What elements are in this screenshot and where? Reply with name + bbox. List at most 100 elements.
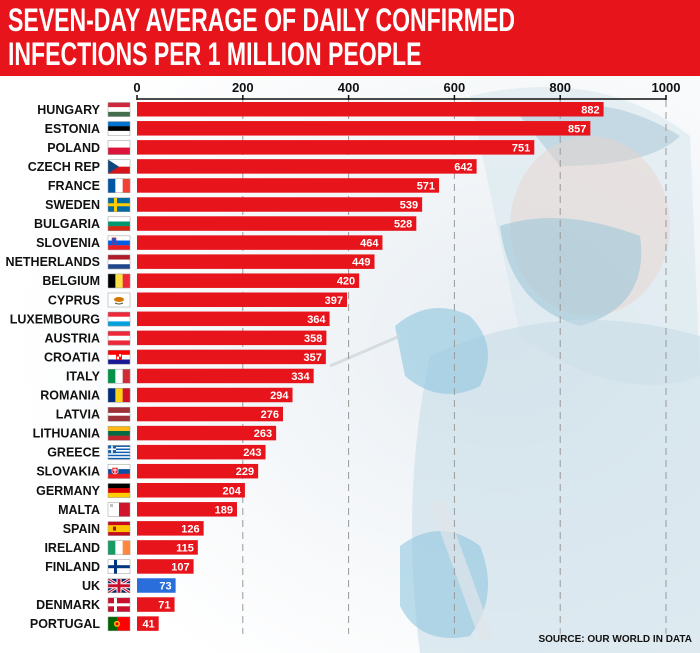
estonia-flag-icon xyxy=(107,121,131,136)
country-label-spain: SPAIN xyxy=(63,522,100,536)
x-tick-label-1000: 1000 xyxy=(652,80,681,95)
value-label-uk: 73 xyxy=(159,581,171,593)
country-labels: HUNGARY ESTONIA POLAND CZECH REP FRANCE SWEDE… xyxy=(6,103,101,631)
country-label-austria: AUSTRIA xyxy=(44,331,100,345)
country-label-uk: UK xyxy=(82,579,100,593)
value-label-ireland: 115 xyxy=(176,542,194,554)
value-label-czech-rep: 642 xyxy=(454,161,472,173)
title-banner: SEVEN-DAY AVERAGE OF DAILY CONFIRMED INF… xyxy=(0,0,700,76)
chart-title-line-1: SEVEN-DAY AVERAGE OF DAILY CONFIRMED xyxy=(8,2,515,38)
value-label-italy: 334 xyxy=(291,371,310,383)
italy-flag-icon xyxy=(107,368,131,384)
cyprus-flag-icon xyxy=(107,292,131,308)
country-label-romania: ROMANIA xyxy=(40,389,100,403)
czech-flag-icon xyxy=(107,159,131,174)
country-label-italy: ITALY xyxy=(66,369,101,383)
value-label-spain: 126 xyxy=(181,523,199,535)
bar-slovakia xyxy=(137,463,259,479)
uk-flag-icon xyxy=(107,577,131,595)
bar-greece xyxy=(137,444,266,460)
bar-luxembourg xyxy=(137,311,330,327)
value-label-hungary: 882 xyxy=(581,104,599,116)
bar-cyprus xyxy=(137,292,348,307)
ireland-flag-icon xyxy=(107,540,131,555)
bar-belgium xyxy=(137,273,360,288)
bar-finland xyxy=(137,559,194,574)
country-label-portugal: PORTUGAL xyxy=(30,617,101,631)
x-axis-ticks: 0 200 400 600 800 1000 xyxy=(133,80,680,100)
bar-romania xyxy=(137,387,293,403)
value-label-finland: 107 xyxy=(171,561,189,573)
portugal-flag-icon xyxy=(107,616,131,632)
country-label-ireland: IRELAND xyxy=(44,541,100,555)
austria-flag-icon xyxy=(107,330,131,346)
bar-spain xyxy=(137,521,204,536)
bar-estonia xyxy=(137,121,591,136)
x-tick-label-800: 800 xyxy=(549,80,571,95)
hungary-flag-icon xyxy=(107,102,131,117)
value-label-malta: 189 xyxy=(215,504,233,516)
sweden-flag-icon xyxy=(107,197,131,212)
source-note: SOURCE: OUR WORLD IN DATA xyxy=(538,634,692,645)
france-flag-icon xyxy=(107,178,131,193)
netherlands-flag-icon xyxy=(107,254,131,270)
country-label-latvia: LATVIA xyxy=(56,408,100,422)
germany-flag-icon xyxy=(107,483,131,498)
denmark-flag-icon xyxy=(107,597,131,613)
bar-france xyxy=(137,178,440,193)
finland-flag-icon xyxy=(107,559,131,574)
chart-title-line-2: INFECTIONS PER 1 MILLION PEOPLE xyxy=(8,36,422,72)
slovenia-flag-icon xyxy=(107,235,131,251)
bar-malta xyxy=(137,502,237,517)
bulgaria-flag-icon xyxy=(107,216,131,232)
country-label-greece: GREECE xyxy=(47,446,100,460)
bar-sweden xyxy=(137,197,423,212)
country-label-hungary: HUNGARY xyxy=(37,103,100,117)
belgium-flag-icon xyxy=(107,273,131,289)
bar-lithuania xyxy=(137,425,277,441)
luxembourg-flag-icon xyxy=(107,311,131,327)
bar-latvia xyxy=(137,406,284,422)
bar-germany xyxy=(137,483,245,498)
value-label-netherlands: 449 xyxy=(352,257,370,269)
country-label-lithuania: LITHUANIA xyxy=(33,427,100,441)
x-tick-label-600: 600 xyxy=(444,80,466,95)
romania-flag-icon xyxy=(107,388,131,403)
value-label-bulgaria: 528 xyxy=(394,219,412,231)
bar-ireland xyxy=(137,540,198,555)
value-label-slovenia: 464 xyxy=(360,238,379,250)
bar-netherlands xyxy=(137,254,375,269)
bar-czech-rep xyxy=(137,159,477,174)
malta-flag-icon xyxy=(107,502,131,517)
value-label-romania: 294 xyxy=(270,390,289,402)
bar-chart: 0 200 400 600 800 1000 882 857 751 642 571 539 528 4… xyxy=(6,80,680,634)
country-label-slovenia: SLOVENIA xyxy=(36,236,100,250)
country-label-germany: GERMANY xyxy=(36,484,101,498)
value-label-estonia: 857 xyxy=(568,123,586,135)
bar-bulgaria xyxy=(137,216,417,231)
bar-austria xyxy=(137,330,327,346)
value-label-croatia: 357 xyxy=(303,352,321,364)
country-label-bulgaria: BULGARIA xyxy=(34,217,100,231)
value-label-lithuania: 263 xyxy=(254,428,272,440)
bars: 882 857 751 642 571 539 528 464 449 420 397 364 358 3… xyxy=(137,102,604,631)
bar-croatia xyxy=(137,349,326,365)
country-label-croatia: CROATIA xyxy=(44,350,100,364)
flags xyxy=(107,102,131,632)
country-label-poland: POLAND xyxy=(47,141,100,155)
value-label-portugal: 41 xyxy=(142,619,154,631)
bar-uk xyxy=(137,578,176,593)
value-label-poland: 751 xyxy=(512,142,530,154)
value-label-france: 571 xyxy=(417,180,435,192)
bar-portugal xyxy=(137,616,159,631)
value-label-latvia: 276 xyxy=(261,409,279,421)
bar-hungary xyxy=(137,102,604,117)
value-label-cyprus: 397 xyxy=(325,295,343,307)
poland-flag-icon xyxy=(107,140,131,155)
value-label-germany: 204 xyxy=(223,485,242,497)
country-label-luxembourg: LUXEMBOURG xyxy=(10,312,100,326)
croatia-flag-icon xyxy=(107,349,131,365)
x-tick-label-400: 400 xyxy=(338,80,360,95)
country-label-belgium: BELGIUM xyxy=(42,274,100,288)
country-label-finland: FINLAND xyxy=(45,560,100,574)
